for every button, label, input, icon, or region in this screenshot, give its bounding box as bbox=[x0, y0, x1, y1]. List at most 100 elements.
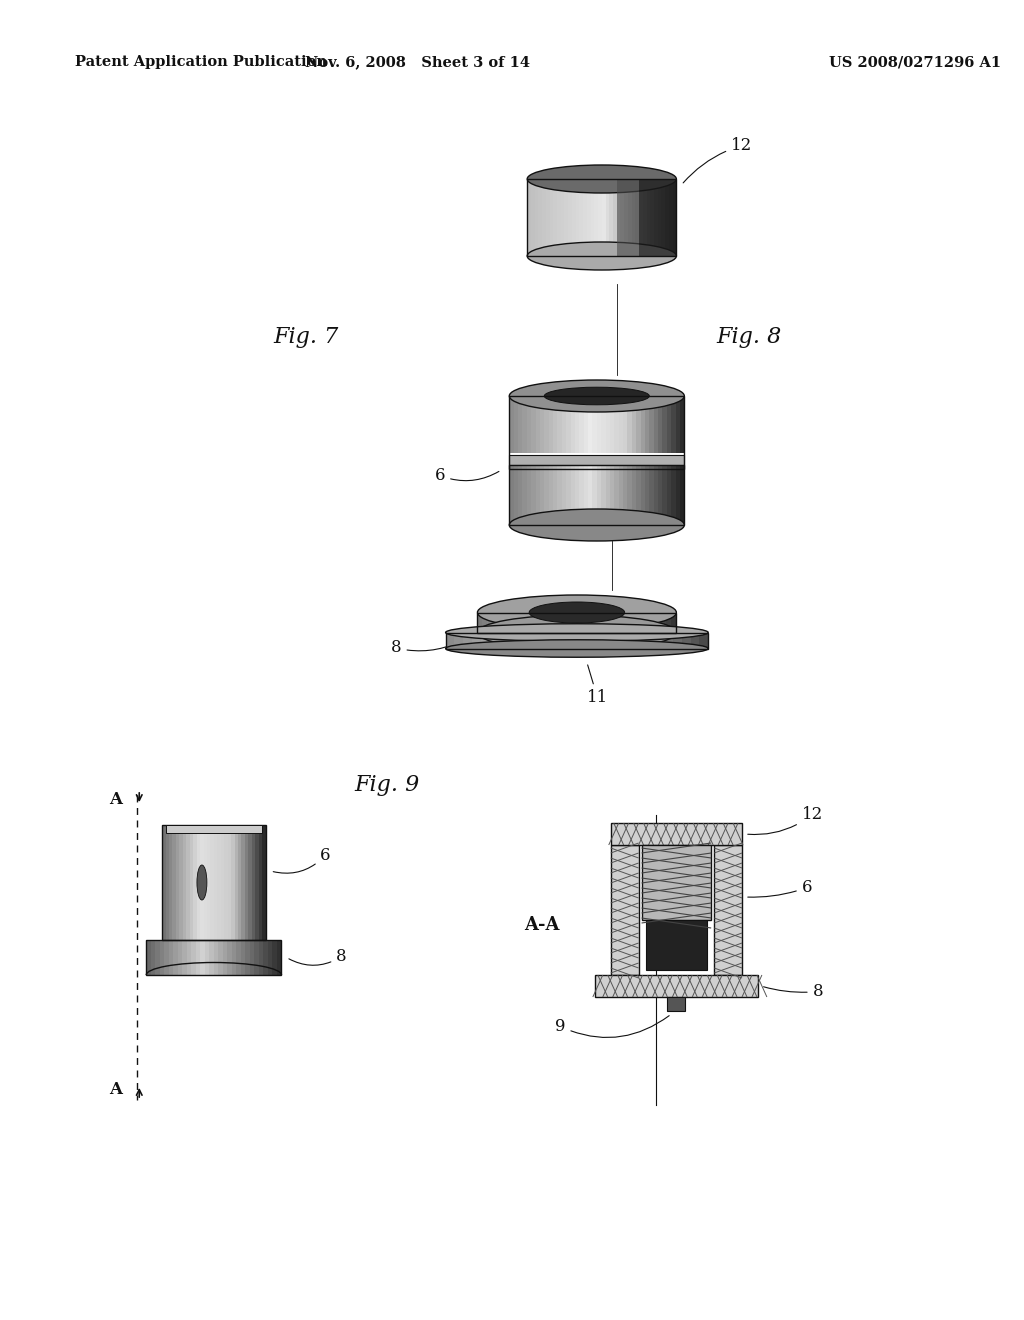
Polygon shape bbox=[627, 612, 632, 632]
Polygon shape bbox=[574, 465, 580, 525]
Polygon shape bbox=[653, 465, 658, 525]
Polygon shape bbox=[642, 612, 646, 632]
Polygon shape bbox=[214, 825, 217, 940]
Polygon shape bbox=[250, 940, 254, 975]
Polygon shape bbox=[673, 632, 682, 648]
Text: 6: 6 bbox=[273, 846, 331, 874]
Polygon shape bbox=[656, 612, 662, 632]
Polygon shape bbox=[531, 465, 536, 525]
Polygon shape bbox=[178, 940, 182, 975]
Polygon shape bbox=[614, 396, 618, 453]
Text: US 2008/0271296 A1: US 2008/0271296 A1 bbox=[829, 55, 1001, 69]
Polygon shape bbox=[622, 612, 627, 632]
Polygon shape bbox=[549, 396, 553, 453]
Polygon shape bbox=[672, 612, 677, 632]
Polygon shape bbox=[231, 940, 237, 975]
Polygon shape bbox=[650, 180, 654, 256]
Ellipse shape bbox=[527, 242, 677, 271]
Polygon shape bbox=[676, 396, 680, 453]
Polygon shape bbox=[540, 465, 545, 525]
Polygon shape bbox=[553, 465, 557, 525]
Bar bbox=[668, 997, 685, 1011]
Polygon shape bbox=[552, 612, 557, 632]
Polygon shape bbox=[531, 396, 536, 453]
Polygon shape bbox=[641, 396, 645, 453]
Polygon shape bbox=[536, 396, 540, 453]
Polygon shape bbox=[522, 465, 526, 525]
Bar bbox=[162, 825, 265, 940]
Polygon shape bbox=[580, 465, 584, 525]
Polygon shape bbox=[658, 465, 663, 525]
Polygon shape bbox=[647, 632, 655, 648]
Polygon shape bbox=[601, 465, 605, 525]
Polygon shape bbox=[263, 940, 268, 975]
Polygon shape bbox=[522, 396, 526, 453]
Polygon shape bbox=[676, 465, 680, 525]
Polygon shape bbox=[587, 180, 591, 256]
Polygon shape bbox=[259, 825, 262, 940]
Polygon shape bbox=[209, 940, 214, 975]
Polygon shape bbox=[592, 612, 597, 632]
Polygon shape bbox=[237, 940, 241, 975]
Polygon shape bbox=[487, 612, 493, 632]
Polygon shape bbox=[618, 396, 623, 453]
Polygon shape bbox=[549, 465, 553, 525]
Polygon shape bbox=[196, 940, 201, 975]
Polygon shape bbox=[637, 612, 642, 632]
Polygon shape bbox=[594, 180, 598, 256]
Polygon shape bbox=[643, 180, 646, 256]
Polygon shape bbox=[580, 396, 584, 453]
Polygon shape bbox=[498, 632, 507, 648]
Polygon shape bbox=[651, 612, 656, 632]
Polygon shape bbox=[649, 396, 653, 453]
Polygon shape bbox=[535, 180, 539, 256]
Text: 12: 12 bbox=[748, 807, 823, 834]
Text: Nov. 6, 2008   Sheet 3 of 14: Nov. 6, 2008 Sheet 3 of 14 bbox=[305, 55, 530, 69]
Polygon shape bbox=[540, 396, 545, 453]
Polygon shape bbox=[657, 180, 662, 256]
Polygon shape bbox=[628, 180, 632, 256]
Polygon shape bbox=[663, 396, 667, 453]
Polygon shape bbox=[518, 465, 522, 525]
Polygon shape bbox=[176, 825, 179, 940]
Polygon shape bbox=[503, 612, 507, 632]
Polygon shape bbox=[550, 180, 553, 256]
Polygon shape bbox=[542, 180, 546, 256]
Polygon shape bbox=[584, 396, 588, 453]
Text: 12: 12 bbox=[683, 137, 753, 183]
Polygon shape bbox=[618, 465, 623, 525]
Bar bbox=[610, 845, 639, 975]
Ellipse shape bbox=[527, 165, 677, 193]
Polygon shape bbox=[635, 180, 639, 256]
Polygon shape bbox=[662, 180, 666, 256]
Polygon shape bbox=[259, 940, 263, 975]
Polygon shape bbox=[645, 396, 649, 453]
Bar bbox=[445, 632, 709, 648]
Polygon shape bbox=[632, 180, 635, 256]
Polygon shape bbox=[238, 825, 242, 940]
Polygon shape bbox=[625, 180, 628, 256]
Polygon shape bbox=[609, 180, 613, 256]
Polygon shape bbox=[231, 825, 234, 940]
Polygon shape bbox=[524, 632, 534, 648]
Polygon shape bbox=[210, 825, 214, 940]
Polygon shape bbox=[252, 825, 255, 940]
Text: A: A bbox=[109, 792, 122, 808]
Polygon shape bbox=[649, 465, 653, 525]
Polygon shape bbox=[605, 396, 610, 453]
Polygon shape bbox=[262, 825, 265, 940]
Polygon shape bbox=[613, 180, 616, 256]
Polygon shape bbox=[568, 632, 577, 648]
Polygon shape bbox=[584, 465, 588, 525]
Polygon shape bbox=[570, 465, 574, 525]
Polygon shape bbox=[186, 940, 191, 975]
Polygon shape bbox=[611, 612, 616, 632]
Polygon shape bbox=[605, 465, 610, 525]
Polygon shape bbox=[207, 825, 210, 940]
Bar bbox=[146, 940, 282, 975]
Polygon shape bbox=[598, 180, 602, 256]
Text: Fig. 7: Fig. 7 bbox=[273, 326, 338, 347]
Polygon shape bbox=[221, 825, 224, 940]
Polygon shape bbox=[169, 940, 173, 975]
Polygon shape bbox=[173, 940, 178, 975]
